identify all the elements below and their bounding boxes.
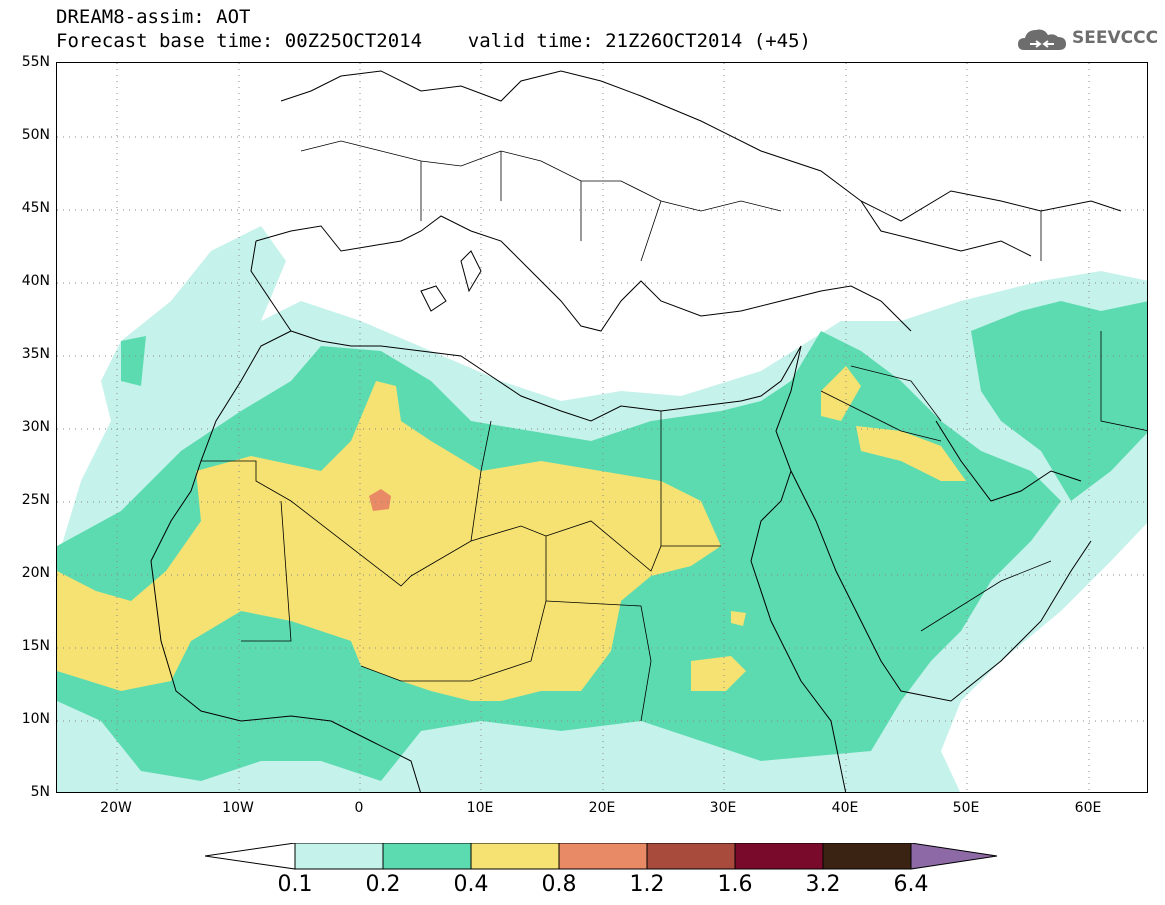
lat-label: 25N [21, 492, 50, 508]
lat-label: 30N [21, 419, 50, 435]
colorbar-swatch [382, 843, 472, 870]
colorbar [205, 843, 998, 870]
lat-label: 20N [21, 565, 50, 581]
colorbar-label: 0.4 [453, 872, 489, 897]
colorbar-label: 0.8 [541, 872, 577, 897]
colorbar-swatch [646, 843, 736, 870]
lat-label: 50N [21, 127, 50, 143]
aot-band-0.4-0.8 [57, 366, 966, 701]
colorbar-label: 1.2 [629, 872, 665, 897]
coastlines [150, 70, 1122, 792]
colorbar-swatch [822, 843, 912, 870]
lon-label: 10W [222, 800, 254, 816]
colorbar-swatch [910, 843, 998, 870]
lon-label: 0 [354, 800, 364, 816]
colorbar-swatch [558, 843, 648, 870]
cloud-icon [1018, 29, 1066, 50]
lon-label: 40E [831, 800, 859, 816]
graticule [57, 63, 1147, 792]
lon-label: 30E [709, 800, 737, 816]
logo-text: SEEVCCC [1072, 28, 1159, 48]
colorbar-label: 6.4 [893, 872, 929, 897]
seevccc-logo: SEEVCCC [1016, 22, 1158, 58]
colorbar-label: 1.6 [717, 872, 753, 897]
lon-label: 20E [588, 800, 616, 816]
aot-band-0.8-1.2 [369, 489, 391, 511]
colorbar-swatch [294, 843, 384, 870]
colorbar-swatch [470, 843, 560, 870]
lat-label: 15N [21, 638, 50, 654]
colorbar-swatch [205, 843, 296, 870]
lat-label: 55N [21, 54, 50, 70]
aot-field [57, 63, 1147, 792]
lon-label: 60E [1074, 800, 1102, 816]
colorbar-swatch [734, 843, 824, 870]
country-borders [201, 140, 1147, 722]
lon-label: 20W [100, 800, 132, 816]
lat-label: 10N [21, 711, 50, 727]
lat-label: 40N [21, 273, 50, 289]
lat-label: 5N [30, 784, 50, 800]
chart-title: DREAM8-assim: AOT [56, 6, 251, 28]
colorbar-label: 3.2 [805, 872, 841, 897]
map-plot-area [56, 62, 1148, 793]
lat-label: 45N [21, 200, 50, 216]
lat-label: 35N [21, 346, 50, 362]
lon-label: 50E [952, 800, 980, 816]
colorbar-label: 0.1 [277, 872, 313, 897]
forecast-time-line: Forecast base time: 00Z25OCT2014 valid t… [56, 30, 811, 52]
colorbar-label: 0.2 [365, 872, 401, 897]
lon-label: 10E [466, 800, 494, 816]
